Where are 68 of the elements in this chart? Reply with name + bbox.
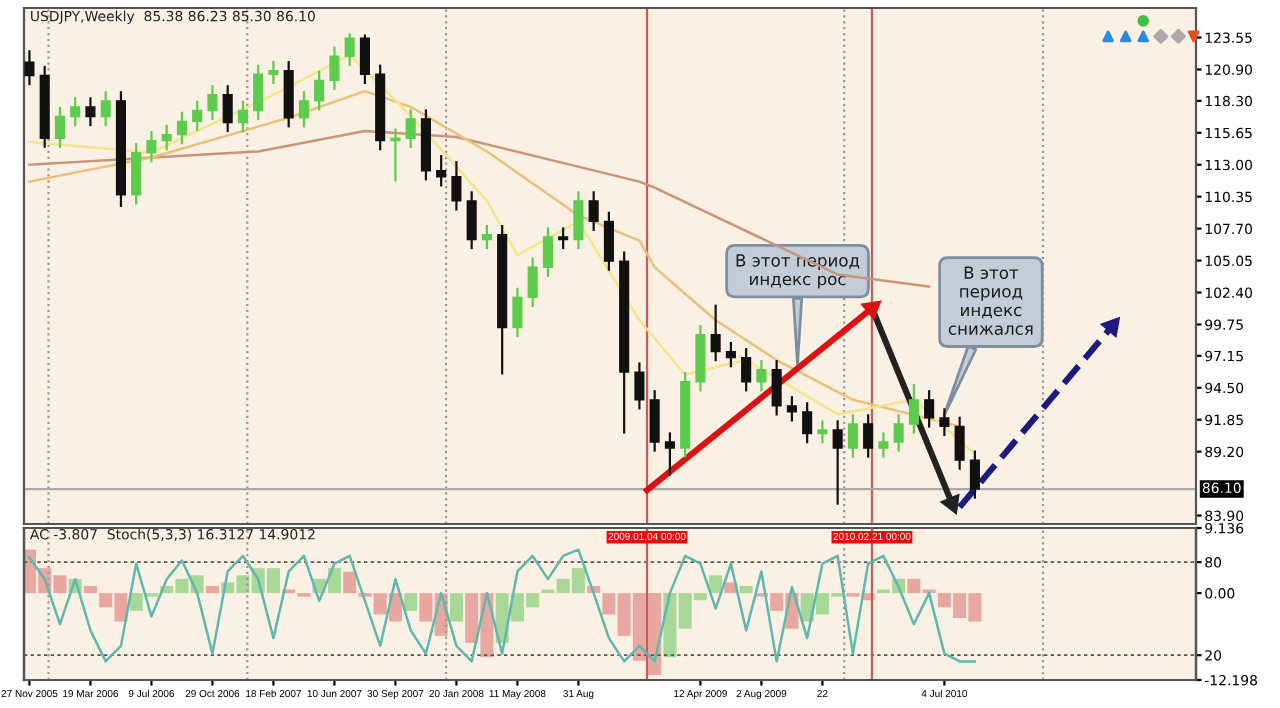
- candlestick: [954, 415, 965, 471]
- bar: [205, 585, 219, 594]
- candlestick: [527, 256, 538, 309]
- candlestick: [695, 323, 706, 393]
- point: [940, 494, 960, 514]
- candlestick: [344, 32, 355, 67]
- candlestick: [405, 108, 416, 149]
- candlestick: [634, 361, 645, 411]
- annotation: В этот период индекс снижался: [948, 266, 1033, 335]
- candlestick: [237, 99, 248, 134]
- candlestick: [908, 383, 919, 435]
- candlestick: [207, 84, 218, 122]
- candlestick: [298, 90, 309, 129]
- candlestick: [939, 407, 950, 438]
- candlestick: [176, 110, 187, 146]
- candlestick: [802, 401, 813, 445]
- candlestick: [436, 153, 447, 188]
- candlestick: [817, 419, 828, 445]
- candlestick: [512, 286, 523, 339]
- candlestick: [253, 63, 264, 122]
- candlestick: [268, 59, 279, 86]
- candlestick: [832, 419, 843, 506]
- line-series: [28, 129, 931, 288]
- line-series: [28, 548, 977, 663]
- candlestick: [131, 141, 142, 206]
- bar: [83, 585, 97, 594]
- candlestick: [161, 123, 172, 152]
- candlestick: [359, 33, 370, 86]
- candlestick: [756, 358, 767, 393]
- candlestick: [603, 210, 614, 272]
- candlestick: [664, 431, 675, 477]
- point: [861, 300, 881, 320]
- candlestick: [649, 389, 660, 453]
- candlestick: [771, 358, 782, 417]
- bar: [709, 575, 723, 594]
- candlestick: [542, 226, 553, 278]
- candlestick: [54, 105, 65, 149]
- candlestick: [710, 303, 721, 363]
- candlestick: [786, 395, 797, 423]
- candlestick: [222, 84, 233, 134]
- candlestick: [70, 96, 81, 128]
- point: [1101, 317, 1120, 337]
- candlestick: [573, 190, 584, 251]
- candlestick: [451, 160, 462, 212]
- bar: [739, 585, 753, 594]
- bar: [343, 571, 357, 594]
- candlestick: [314, 69, 325, 112]
- candlestick: [863, 413, 874, 459]
- candlestick: [847, 413, 858, 459]
- candlestick: [558, 226, 569, 251]
- candlestick: [146, 129, 157, 164]
- candlestick: [466, 190, 477, 251]
- candlestick: [192, 99, 203, 133]
- candlestick: [878, 431, 889, 459]
- candlestick: [283, 59, 294, 129]
- candlestick: [893, 413, 904, 453]
- candlestick: [741, 346, 752, 393]
- bar: [449, 593, 463, 622]
- candlestick: [725, 340, 736, 369]
- candlestick: [969, 449, 980, 500]
- bar: [404, 593, 418, 611]
- candlestick: [588, 190, 599, 233]
- candlestick: [100, 90, 111, 128]
- candlestick: [924, 389, 935, 429]
- candlestick: [85, 96, 96, 128]
- candlestick: [481, 223, 492, 251]
- candlestick: [24, 49, 35, 87]
- candlestick: [329, 45, 340, 92]
